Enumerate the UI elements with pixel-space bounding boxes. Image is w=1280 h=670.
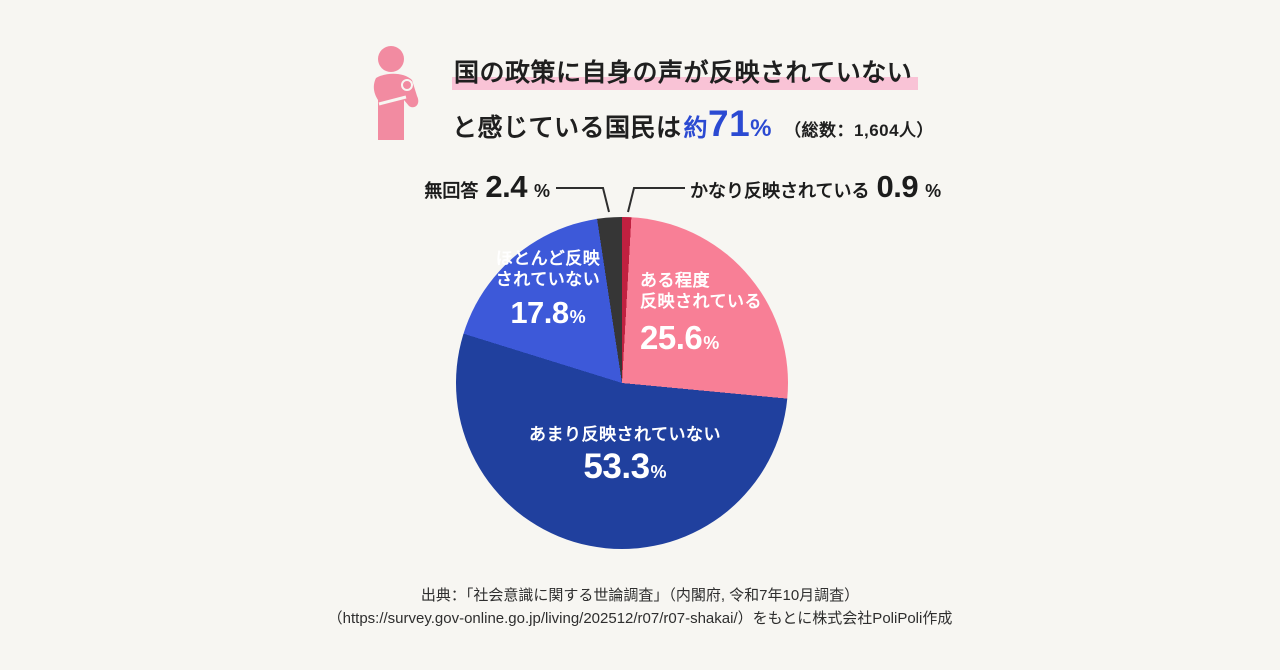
highlighted-title-text: 国の政策に自身の声が反映されていない <box>452 59 919 90</box>
source-line2: （https://survey.gov-online.go.jp/living/… <box>327 610 953 627</box>
slice-label-amari-value: 53.3 <box>583 447 650 486</box>
slice-label-aruteido-line1: ある程度 <box>640 271 710 290</box>
sample-size: （総数：1,604人） <box>784 121 935 140</box>
slice-label-amari-unit: % <box>650 462 667 482</box>
emphasis-unit: % <box>750 115 773 142</box>
leader-line-kanari <box>627 187 685 213</box>
header: 国の政策に自身の声が反映されていない と感じている国民は 約 71 % （総数：… <box>452 56 934 145</box>
slice-label-hotondo-line1: ほとんど反映 <box>495 249 601 268</box>
slice-label-amari: あまり反映されていない 53.3 % <box>495 424 755 487</box>
emphasis-value: 71 <box>708 103 751 144</box>
thinking-person-icon <box>366 44 424 147</box>
emphasis-approx: 約 <box>683 115 709 142</box>
slice-label-aruteido-value: 25.6 <box>640 319 703 356</box>
callout-no-answer-unit: % <box>533 181 550 201</box>
slice-label-aruteido-line2: 反映されている <box>640 292 762 311</box>
slice-label-amari-text: あまり反映されていない <box>529 425 721 444</box>
slice-label-aruteido: ある程度 反映されている 25.6 % <box>640 270 762 357</box>
slice-label-hotondo-line2: されていない <box>495 270 601 289</box>
slice-label-hotondo: ほとんど反映 されていない 17.8 % <box>485 248 611 331</box>
title-prefix: と感じている国民は <box>452 114 682 142</box>
slice-label-hotondo-unit: % <box>569 307 586 327</box>
pie-chart <box>456 217 788 549</box>
leader-line-no-answer <box>556 187 610 213</box>
source-line1: 出典：「社会意識に関する世論調査」（内閣府, 令和7年10月調査） <box>420 587 860 604</box>
source-note: 出典：「社会意識に関する世論調査」（内閣府, 令和7年10月調査） （https… <box>0 584 1280 630</box>
page-title-line2: と感じている国民は 約 71 % （総数：1,604人） <box>452 103 934 145</box>
callout-no-answer: 無回答 2.4 % <box>380 169 550 205</box>
callout-no-answer-label: 無回答 <box>424 181 479 201</box>
callout-kanari-unit: % <box>925 181 942 201</box>
callout-kanari-value: 0.9 <box>876 169 919 204</box>
callout-no-answer-value: 2.4 <box>485 169 527 204</box>
callout-kanari: かなり反映されている 0.9 % <box>690 169 941 205</box>
slice-label-hotondo-value: 17.8 <box>510 295 569 330</box>
slice-label-aruteido-unit: % <box>703 333 720 353</box>
page-title-line1: 国の政策に自身の声が反映されていない <box>452 56 934 90</box>
callout-kanari-label: かなり反映されている <box>690 181 870 201</box>
